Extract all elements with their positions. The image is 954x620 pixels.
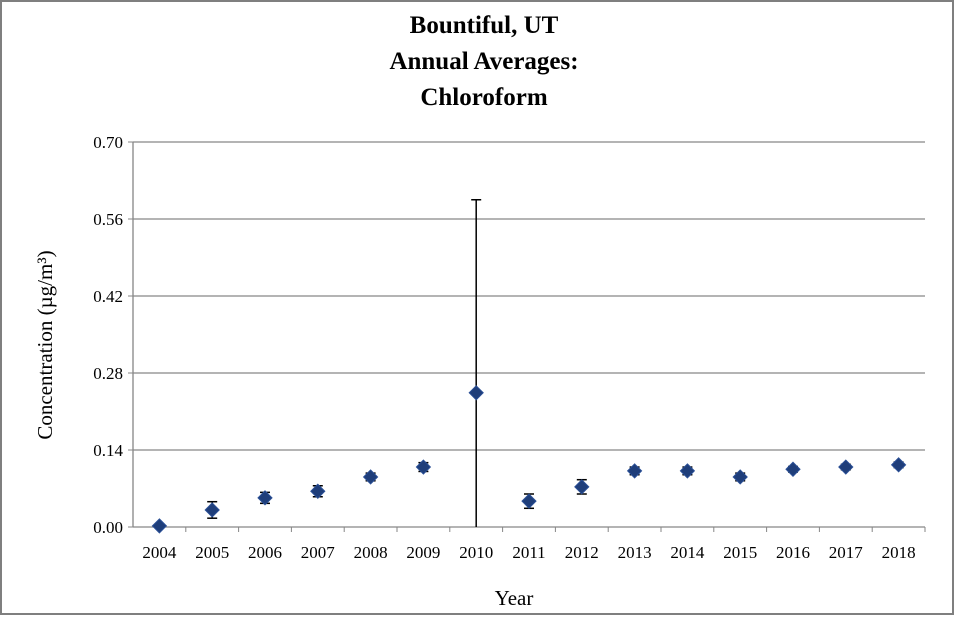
y-tick-label: 0.70 bbox=[93, 133, 123, 152]
marker bbox=[310, 483, 326, 499]
marker bbox=[574, 479, 590, 495]
x-tick-label: 2014 bbox=[670, 543, 705, 562]
x-tick-label: 2015 bbox=[723, 543, 757, 562]
chart-title: Chloroform bbox=[420, 84, 547, 111]
y-tick-label: 0.56 bbox=[93, 210, 123, 229]
marker bbox=[257, 490, 273, 506]
x-tick-label: 2009 bbox=[406, 543, 440, 562]
y-tick-label: 0.00 bbox=[93, 518, 123, 537]
x-tick-label: 2007 bbox=[301, 543, 336, 562]
x-tick-label: 2005 bbox=[195, 543, 229, 562]
y-tick-label: 0.14 bbox=[93, 441, 123, 460]
x-tick-label: 2018 bbox=[882, 543, 916, 562]
x-tick-label: 2016 bbox=[776, 543, 810, 562]
x-tick-label: 2004 bbox=[142, 543, 177, 562]
x-tick-label: 2017 bbox=[829, 543, 864, 562]
chart-title: Annual Averages: bbox=[389, 48, 578, 75]
marker bbox=[204, 502, 220, 518]
y-tick-label: 0.28 bbox=[93, 364, 123, 383]
marker bbox=[732, 469, 748, 485]
x-tick-label: 2006 bbox=[248, 543, 282, 562]
x-axis-label: Year bbox=[495, 586, 534, 610]
marker bbox=[415, 459, 432, 475]
x-tick-label: 2011 bbox=[512, 543, 545, 562]
y-axis-label: Concentration (µg/m³) bbox=[33, 250, 57, 439]
marker bbox=[679, 463, 696, 479]
marker bbox=[468, 385, 484, 401]
marker bbox=[890, 457, 907, 473]
marker bbox=[785, 461, 801, 477]
x-tick-label: 2013 bbox=[618, 543, 652, 562]
x-tick-label: 2008 bbox=[354, 543, 388, 562]
x-tick-label: 2012 bbox=[565, 543, 599, 562]
marker bbox=[521, 493, 537, 509]
marker bbox=[151, 518, 168, 534]
marker bbox=[838, 459, 854, 475]
y-tick-label: 0.42 bbox=[93, 287, 123, 306]
chart-title: Bountiful, UT bbox=[410, 12, 559, 39]
x-tick-label: 2010 bbox=[459, 543, 493, 562]
marker bbox=[362, 469, 379, 485]
marker bbox=[626, 463, 643, 479]
